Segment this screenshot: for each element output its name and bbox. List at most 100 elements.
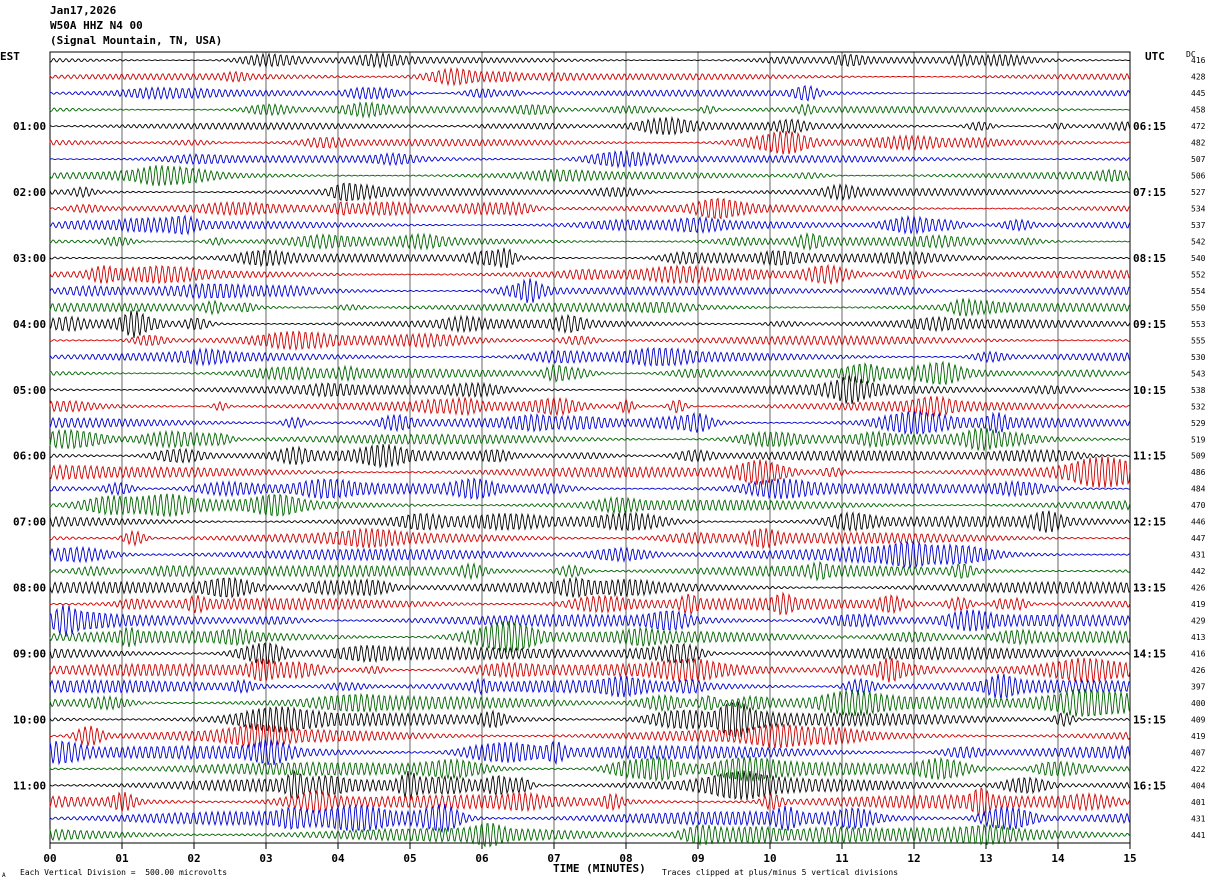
x-tick-label: 02 [187, 852, 200, 865]
x-tick-label: 05 [403, 852, 416, 865]
dc-offset-label: 419 [1191, 732, 1206, 741]
x-axis-title: TIME (MINUTES) [553, 862, 646, 875]
x-tick-label: 10 [763, 852, 776, 865]
right-time-label: 15:15 [1133, 713, 1166, 726]
dc-offset-label: 429 [1191, 617, 1206, 626]
trace-row [49, 214, 1131, 236]
trace-row [49, 604, 1131, 637]
dc-offset-label: 401 [1191, 798, 1206, 807]
dc-offset-label: 416 [1191, 649, 1206, 658]
left-time-label: 05:00 [13, 384, 46, 397]
plot-frame [49, 51, 1131, 844]
trace-group [49, 51, 1131, 848]
trace-row [49, 409, 1131, 436]
x-tick-label: 07 [547, 852, 560, 865]
trace-row [49, 739, 1131, 766]
trace-row [49, 510, 1131, 533]
dc-offset-label: 542 [1191, 238, 1206, 247]
x-tick-label: 00 [43, 852, 56, 865]
right-time-label: 13:15 [1133, 582, 1166, 595]
trace-row [49, 310, 1131, 339]
left-time-label: 04:00 [13, 318, 46, 331]
right-time-label: 09:15 [1133, 318, 1166, 331]
dc-offset-label: 447 [1191, 534, 1206, 543]
x-tick-label: 11 [835, 852, 849, 865]
dc-offset-label: 530 [1191, 353, 1206, 362]
x-tick-label: 08 [619, 852, 632, 865]
dc-offset-label: 426 [1191, 666, 1206, 675]
dc-offset-label: 554 [1191, 287, 1206, 296]
x-tick-label: 13 [979, 852, 992, 865]
trace-row [49, 427, 1131, 451]
dc-offset-label: 543 [1191, 369, 1206, 378]
dc-offset-label: 538 [1191, 386, 1206, 395]
trace-row [49, 51, 1131, 69]
dc-offset-label: 397 [1191, 682, 1206, 691]
trace-row [49, 591, 1131, 616]
dc-offset-label: 458 [1191, 106, 1206, 115]
left-time-label: 06:00 [13, 450, 46, 463]
station-location: (Signal Mountain, TN, USA) [50, 34, 223, 47]
trace-row [49, 701, 1131, 738]
left-timezone-label: EST [0, 50, 20, 63]
dc-offset-label: 550 [1191, 303, 1206, 312]
dc-offset-label: 442 [1191, 567, 1206, 576]
axis-label-group: 00 01 02 03 04 05 06 07 08 09 10 11 12 13 14 15 416 428 44… [13, 56, 1206, 865]
trace-row [49, 527, 1131, 550]
dc-offset-label: 409 [1191, 715, 1206, 724]
dc-offset-label: 470 [1191, 501, 1206, 510]
trace-row [49, 395, 1131, 418]
dc-offset-label: 532 [1191, 402, 1206, 411]
trace-row [49, 278, 1131, 304]
trace-row [49, 346, 1131, 368]
dc-offset-label: 537 [1191, 221, 1206, 230]
dc-offset-label: 426 [1191, 584, 1206, 593]
trace-row [49, 803, 1131, 833]
trace-row [49, 477, 1131, 501]
left-time-label: 09:00 [13, 647, 46, 660]
left-time-label: 02:00 [13, 186, 46, 199]
x-tick-label: 09 [691, 852, 704, 865]
trace-row [49, 130, 1131, 155]
dc-offset-label: 446 [1191, 518, 1206, 527]
dc-offset-label: 552 [1191, 270, 1206, 279]
trace-row [49, 822, 1131, 848]
trace-row [49, 115, 1131, 136]
plot-date: Jan17,2026 [50, 4, 117, 17]
trace-row [49, 493, 1131, 517]
trace-row [49, 688, 1131, 717]
dc-offset-label: 431 [1191, 551, 1206, 560]
trace-row [49, 149, 1130, 169]
plot-grid [49, 51, 1131, 849]
trace-row [49, 360, 1131, 385]
left-time-label: 08:00 [13, 582, 46, 595]
dc-offset-label: 555 [1191, 336, 1206, 345]
dc-offset-label: 527 [1191, 188, 1206, 197]
trace-row [49, 85, 1131, 102]
trace-row [49, 297, 1131, 317]
dc-offset-label: 529 [1191, 419, 1206, 428]
right-time-label: 12:15 [1133, 516, 1166, 529]
dc-offset-label: 416 [1191, 56, 1206, 65]
dc-offset-label: 445 [1191, 89, 1206, 98]
dc-offset-label: 431 [1191, 814, 1206, 823]
left-time-label: 01:00 [13, 120, 46, 133]
right-time-label: 11:15 [1133, 450, 1166, 463]
trace-row [49, 444, 1131, 469]
dc-offset-label: 428 [1191, 73, 1206, 82]
station-code: W50A HHZ N4 00 [50, 19, 143, 32]
dc-offset-label: 540 [1191, 254, 1206, 263]
right-time-label: 06:15 [1133, 120, 1166, 133]
right-timezone-label: UTC [1145, 50, 1165, 63]
trace-row [49, 642, 1131, 666]
trace-row [49, 101, 1131, 119]
dc-offset-label: 507 [1191, 155, 1206, 164]
dc-offset-label: 482 [1191, 139, 1206, 148]
right-time-label: 10:15 [1133, 384, 1166, 397]
trace-row [49, 231, 1131, 251]
trace-row [49, 263, 1131, 286]
dc-offset-label: 486 [1191, 468, 1206, 477]
dc-offset-label: 534 [1191, 205, 1206, 214]
dc-offset-label: 484 [1191, 485, 1206, 494]
